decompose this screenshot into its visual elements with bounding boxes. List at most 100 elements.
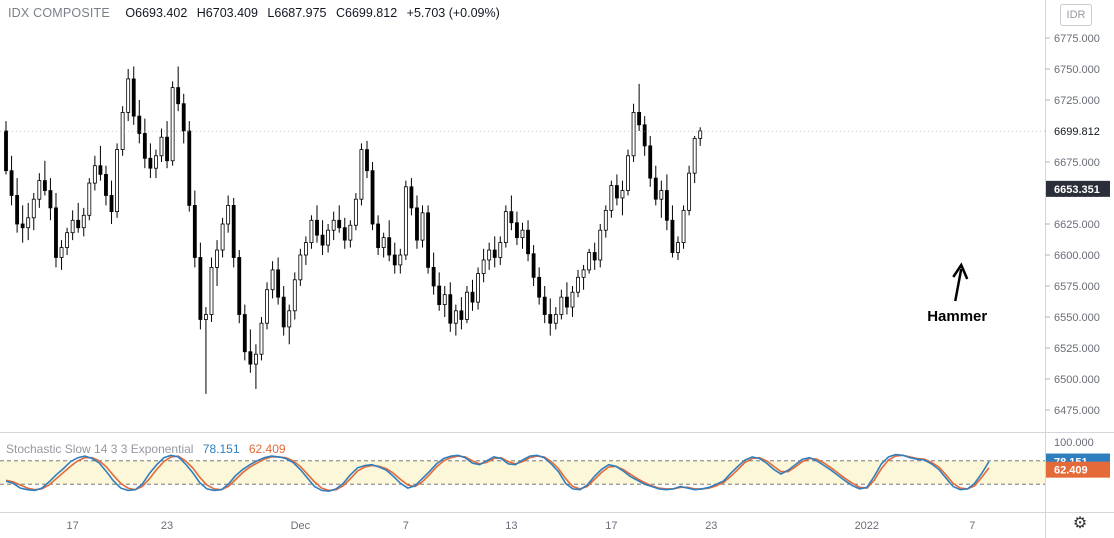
candle-body [42,180,47,191]
gear-icon[interactable]: ⚙ [1072,515,1088,532]
time-tick-label: 13 [505,520,517,532]
candle-body [187,130,192,206]
candle-body [281,296,286,328]
candle-body [154,155,158,169]
candle-body [381,237,386,248]
candle-body [181,103,186,132]
candle-body [565,296,569,308]
candle-body [603,209,608,231]
indicator-legend: Stochastic Slow 14 3 3 Exponential 78.15… [6,442,286,456]
candle-body [265,289,269,324]
time-tick-label: 2022 [855,520,879,532]
candle-body [537,276,542,298]
candle-body [48,190,53,209]
candle-body [609,185,614,211]
time-tick-label: 17 [605,520,617,532]
candle-body [687,172,692,211]
last-price-badge-bg [1046,123,1108,140]
stoch-k-line [5,453,990,493]
candle-body [531,253,536,278]
price-tick-label: 6625.000 [1054,219,1100,231]
candle-body [276,269,281,298]
candle-body [459,310,464,320]
candle-body [198,257,203,320]
candle-body [137,115,142,134]
candle-body [426,212,430,268]
price-tick-label: 6600.000 [1054,250,1100,262]
annotation-arrow-shaft [954,268,963,302]
price-tick-label: 6525.000 [1054,343,1100,355]
low-label: L [267,6,275,20]
candle-body [20,223,25,229]
candle-body [409,186,414,209]
candle-body [226,204,231,225]
candle-body [109,195,114,212]
candle-body [664,190,669,221]
currency-button[interactable]: IDR [1060,4,1092,26]
price-tick-label: 6750.000 [1054,64,1100,76]
candle-body [120,112,125,151]
candle-body [54,207,58,258]
candle-body [220,223,225,251]
low-value: 6687.975 [274,6,327,20]
candle-body [298,254,303,281]
candle-body [70,219,75,234]
candle-body [37,180,42,200]
candle-body [115,149,119,213]
candle-body [659,190,664,200]
candle-body [320,234,325,246]
candle-body [287,310,292,328]
candle-body [337,219,342,229]
price-tick-label: 6725.000 [1054,95,1100,107]
candle-body [670,219,675,253]
close-label: C [336,6,346,20]
candle-body [376,223,381,248]
candle-body [403,186,408,256]
candle-body [353,198,358,226]
price-tick-label: 6550.000 [1054,312,1100,324]
candle-body [681,209,686,244]
candle-body [498,242,503,258]
candle-body [398,254,403,266]
candle-body [26,217,31,229]
candle-body [270,269,275,291]
symbol-name: IDX COMPOSITE [8,6,110,20]
candle-body [126,78,131,113]
crosshair-badge: 6653.351 [1054,184,1100,196]
candle-body [698,130,703,139]
candle-body [442,294,447,305]
time-tick-label: Dec [291,520,311,532]
candle-body [259,322,264,355]
candle-body [315,219,319,236]
candle-body [476,273,480,303]
candle-body [365,149,369,172]
price-tick-label: 6500.000 [1054,374,1100,386]
candle-body [614,185,619,199]
candle-body [492,249,497,258]
indicator-k-value: 78.151 [202,442,240,456]
high-value: 6703.409 [205,6,258,20]
candle-body [303,242,308,256]
change-value: +5.703 (+0.09%) [406,6,500,20]
annotation-label: Hammer [927,308,987,325]
candle-body [576,276,580,293]
last-price-badge: 6699.812 [1054,126,1100,138]
price-tick-label: 6575.000 [1054,281,1100,293]
candle-body [481,259,486,274]
crosshair-badge-bg [1046,180,1110,197]
candle-body [648,145,653,179]
open-value: 6693.402 [135,6,188,20]
candle-body [59,247,64,258]
candle-body [487,249,492,261]
candle-body [209,266,214,315]
candle-body [131,78,136,117]
stoch-d-badge: 62.409 [1054,465,1088,477]
candle-body [15,195,20,225]
time-tick-label: 23 [705,520,717,532]
candle-body [387,237,392,256]
candle-body [81,214,86,229]
candle-body [31,198,36,219]
candle-body [104,173,108,196]
candle-body [637,112,642,126]
